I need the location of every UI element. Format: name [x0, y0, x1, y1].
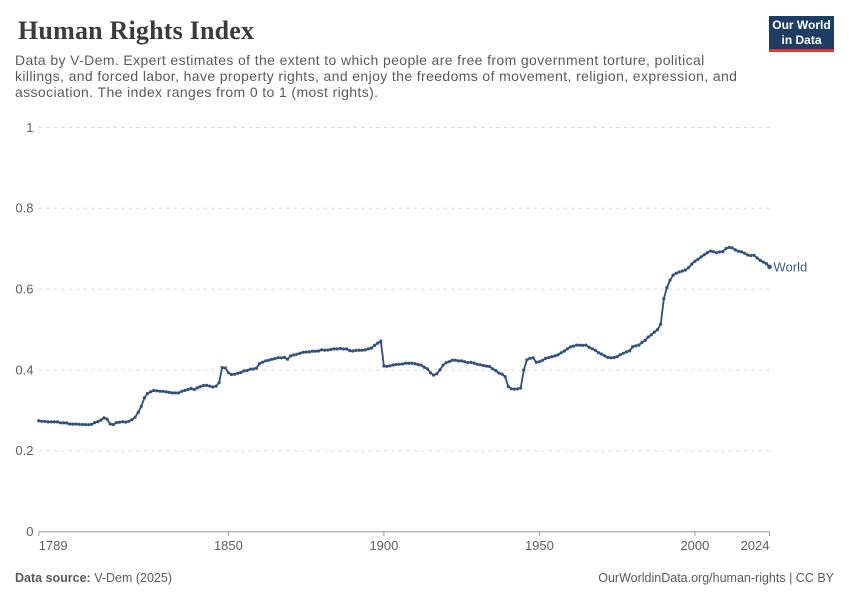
svg-text:2024: 2024 — [741, 538, 770, 553]
svg-text:0.4: 0.4 — [15, 362, 33, 377]
svg-text:1850: 1850 — [214, 538, 243, 553]
svg-text:1789: 1789 — [39, 538, 68, 553]
svg-text:1: 1 — [26, 120, 33, 135]
svg-text:1950: 1950 — [525, 538, 554, 553]
svg-text:0.8: 0.8 — [15, 201, 33, 216]
svg-text:1900: 1900 — [369, 538, 398, 553]
svg-text:0.6: 0.6 — [15, 282, 33, 297]
svg-text:World: World — [774, 260, 808, 275]
svg-text:0.2: 0.2 — [15, 443, 33, 458]
svg-text:2000: 2000 — [680, 538, 709, 553]
svg-text:0: 0 — [26, 524, 33, 539]
